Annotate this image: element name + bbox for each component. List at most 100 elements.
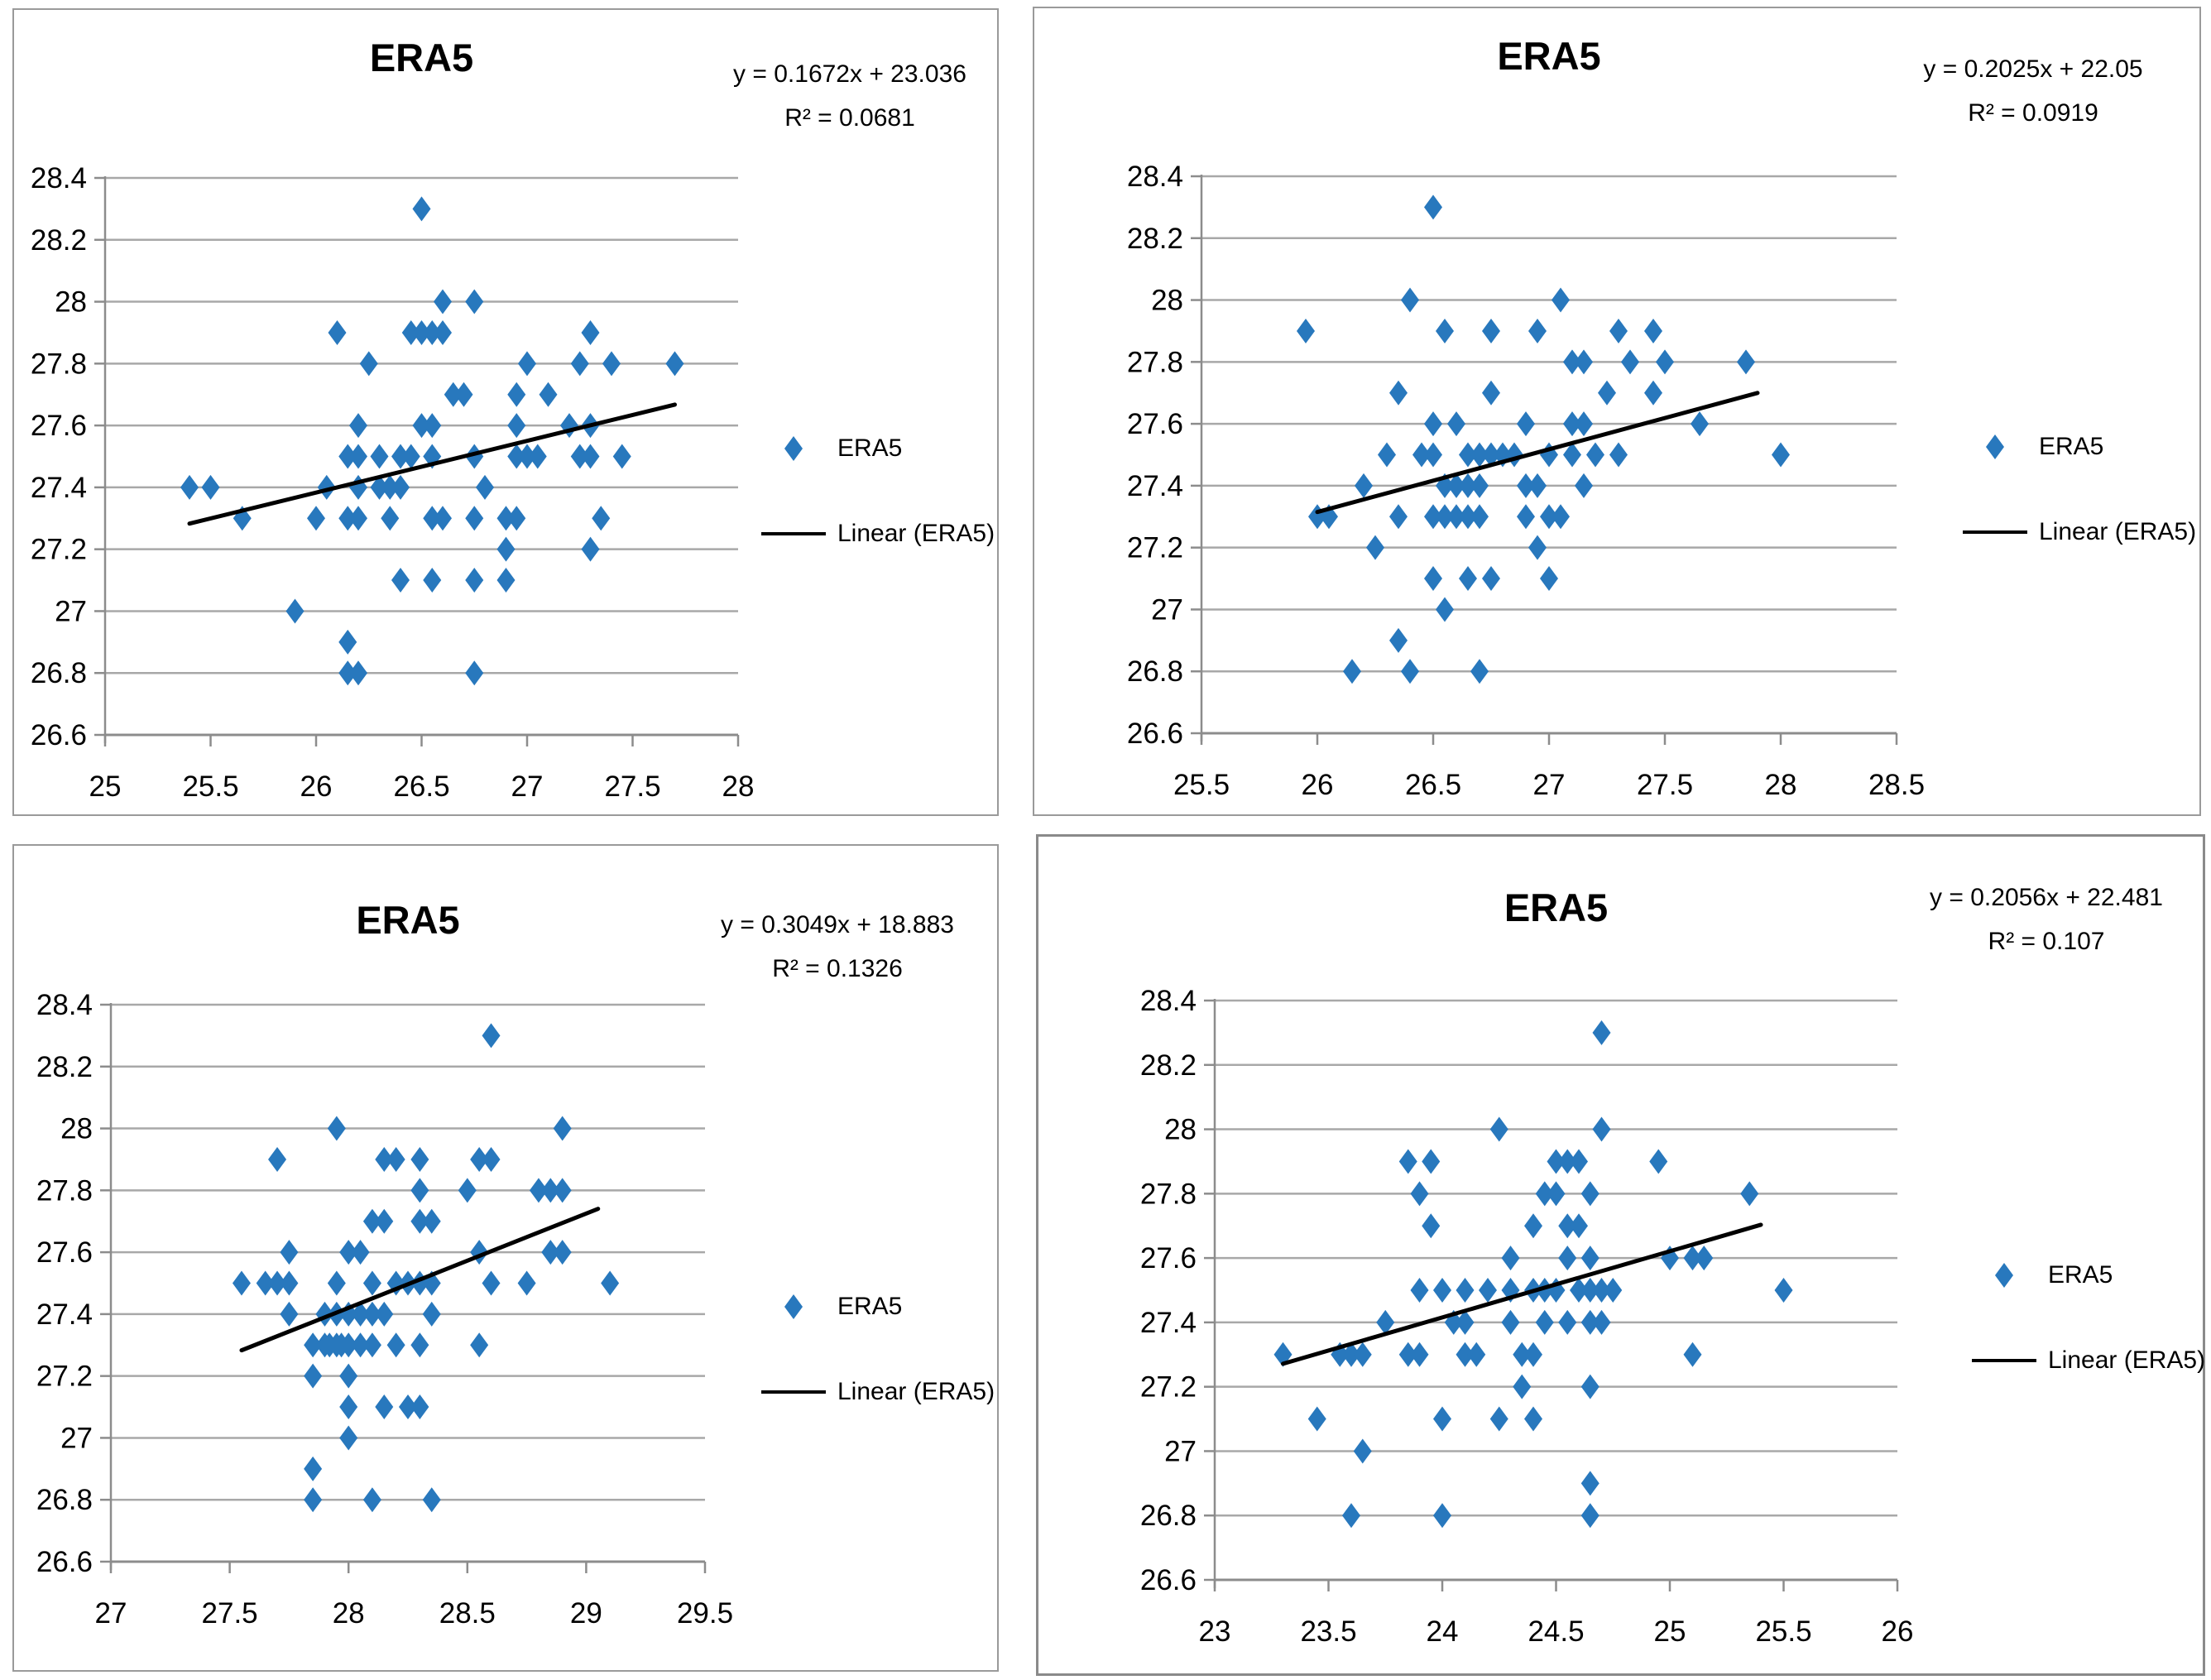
y-tick-label: 27.4 [1127, 470, 1183, 502]
trendline-marker-icon [761, 532, 826, 535]
scatter-point [1412, 442, 1431, 468]
scatter-point [592, 506, 611, 531]
scatter-point [1598, 380, 1616, 406]
scatter-point [1479, 1278, 1497, 1303]
scatter-point [349, 444, 367, 469]
scatter-point [422, 1301, 441, 1327]
trendline [187, 402, 677, 526]
scatter-point [1482, 566, 1500, 592]
scatter-point [232, 1270, 251, 1296]
scatter-point [1482, 442, 1500, 468]
y-tick-label: 26.8 [1140, 1500, 1197, 1532]
y-tick-label: 28 [60, 1113, 93, 1145]
scatter-point [1422, 1213, 1441, 1239]
scatter-plot: 26.6 26.8 27 27.2 27.4 27.6 27.8 28 28.2 28.4 25.5… [1127, 161, 1925, 801]
scatter-point [434, 506, 452, 531]
y-tick-label: 27.2 [1127, 532, 1183, 564]
scatter-point [304, 1456, 323, 1481]
scatter-point [1459, 473, 1477, 498]
scatter-point [423, 506, 442, 531]
scatter-point [386, 1332, 405, 1358]
x-tick-label: 24.5 [1528, 1615, 1584, 1648]
chart-title: ERA5 [1497, 34, 1601, 78]
scatter-point [423, 413, 442, 439]
legend-trend-label: Linear (ERA5) [837, 520, 995, 547]
y-tick-label: 27.2 [1140, 1371, 1197, 1404]
x-tick-label: 29 [570, 1597, 602, 1630]
x-tick-label: 28 [1765, 769, 1797, 801]
scatter-point [1447, 504, 1465, 530]
scatter-point [581, 536, 600, 562]
scatter-point [1501, 1309, 1520, 1335]
legend-trend-label: Linear (ERA5) [2039, 518, 2197, 545]
scatter-point [518, 444, 536, 469]
scatter-point [1604, 1278, 1623, 1303]
series-marker-icon [761, 1294, 826, 1319]
x-tick-label: 25.5 [1755, 1615, 1811, 1648]
scatter-point [1410, 1278, 1429, 1303]
scatter-point [1424, 504, 1442, 530]
scatter-point [375, 1394, 394, 1420]
scatter-point [1580, 1181, 1599, 1207]
scatter-point [1489, 1116, 1508, 1142]
scatter-point [351, 1332, 370, 1358]
y-tick-label: 26.6 [1127, 718, 1183, 750]
scatter-point [201, 474, 220, 500]
scatter-point [327, 1116, 346, 1141]
scatter-point [1563, 349, 1581, 375]
series-marker-icon [1963, 434, 2027, 459]
chart-title: ERA5 [356, 898, 460, 942]
scatter-point [339, 1394, 358, 1420]
scatter-point [1273, 1342, 1293, 1367]
scatter-point [465, 506, 484, 531]
scatter-point [1621, 349, 1639, 375]
scatter-point [1467, 1342, 1486, 1367]
scatter-point [539, 382, 558, 407]
y-tick-label: 27.8 [31, 348, 87, 380]
scatter-point [1343, 659, 1361, 684]
scatter-point [1307, 1406, 1326, 1432]
scatter-point [470, 1146, 489, 1172]
scatter-point [1580, 1246, 1599, 1271]
scatter-point [362, 1332, 381, 1358]
scatter-point [375, 1208, 394, 1234]
scatter-point [1436, 318, 1454, 343]
y-tick-label: 27.4 [36, 1298, 93, 1331]
legend-series-label: ERA5 [837, 1293, 903, 1320]
scatter-point [338, 444, 357, 469]
scatter-point [1398, 1342, 1417, 1367]
y-tick-label: 28 [1164, 1114, 1197, 1146]
scatter-point [1558, 1309, 1577, 1335]
x-tick-label: 25.5 [1173, 769, 1230, 801]
scatter-point [1552, 287, 1570, 313]
trendline-annotation: y = 0.1672x + 23.036 R² = 0.0681 [693, 53, 1007, 140]
x-tick-label: 26 [1882, 1615, 1914, 1648]
equation-text: y = 0.1672x + 23.036 [733, 60, 966, 88]
scatter-point [1740, 1181, 1759, 1207]
scatter-point [1456, 1309, 1475, 1335]
x-tick-label: 28.5 [1868, 769, 1925, 801]
scatter-point [381, 506, 400, 531]
scatter-point [665, 351, 684, 377]
scatter-point [465, 444, 484, 469]
scatter-point [1353, 1438, 1372, 1464]
scatter-point [1580, 1278, 1599, 1303]
y-tick-label: 28 [55, 286, 87, 319]
scatter-point [1535, 1278, 1554, 1303]
x-tick-label: 23 [1199, 1615, 1231, 1648]
scatter-point [304, 1332, 323, 1358]
scatter-point [1378, 442, 1396, 468]
scatter-point [359, 351, 378, 377]
scatter-point [507, 413, 526, 439]
scatter-point [1644, 380, 1662, 406]
r-squared-text: R² = 0.0681 [784, 103, 915, 132]
scatter-point [1424, 411, 1442, 437]
scatter-point [370, 444, 389, 469]
scatter-point [362, 1208, 381, 1234]
x-tick-label: 25 [89, 770, 122, 803]
r-squared-text: R² = 0.1326 [772, 954, 903, 982]
scatter-point [1353, 1342, 1372, 1367]
scatter-point [423, 319, 442, 345]
y-tick-label: 28.2 [31, 224, 87, 257]
scatter-point [1580, 1374, 1599, 1399]
